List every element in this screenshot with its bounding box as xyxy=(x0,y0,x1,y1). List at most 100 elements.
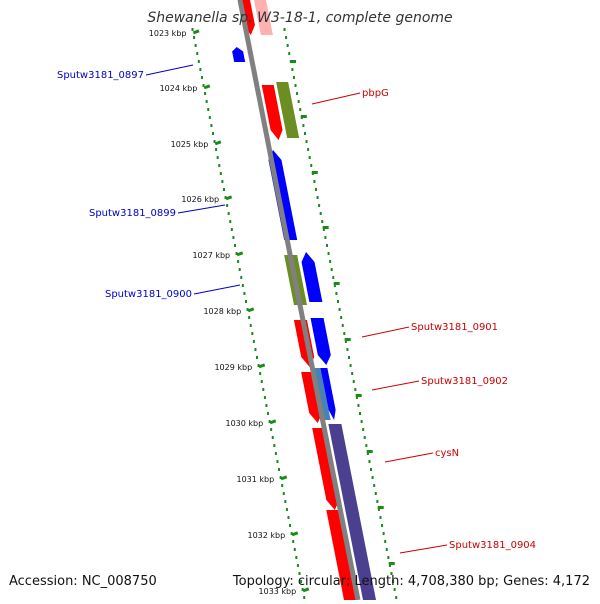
gene-label: Sputw3181_0904 xyxy=(449,540,536,551)
track-dot xyxy=(295,556,298,559)
scale-tick-mark xyxy=(377,506,384,509)
scale-tick-mark xyxy=(344,338,351,341)
track-dot xyxy=(359,412,362,415)
track-dot xyxy=(316,196,319,199)
track-dot xyxy=(271,436,274,439)
track-dot xyxy=(293,548,296,551)
gene-label: Sputw3181_0897 xyxy=(57,70,144,81)
track-dot xyxy=(366,452,369,455)
gene-arrow xyxy=(301,372,323,423)
scale-tick-mark xyxy=(355,394,362,397)
track-dot xyxy=(281,484,284,487)
gene-arrow xyxy=(276,82,300,138)
scale-tick-mark xyxy=(236,251,244,257)
track-dot xyxy=(368,460,371,463)
track-dot xyxy=(351,372,354,375)
scale-tick-label: 1026 kbp xyxy=(181,195,219,204)
track-dot xyxy=(265,404,268,407)
track-dot xyxy=(232,236,235,239)
track-dot xyxy=(267,412,270,415)
track-dot xyxy=(327,252,330,255)
track-dot xyxy=(274,452,277,455)
track-dot xyxy=(240,276,243,279)
track-dot xyxy=(305,140,308,143)
track-dot xyxy=(213,140,216,143)
label-leader-line xyxy=(145,64,194,76)
track-dot xyxy=(371,476,374,479)
track-dot xyxy=(207,108,210,111)
scale-ticks: 1023 kbp 1024 kbp 1025 kbp 1026 kbp 1027 kbp… xyxy=(149,29,395,596)
track-dot xyxy=(202,84,205,87)
track-dot xyxy=(385,548,388,551)
track-dot xyxy=(333,284,336,287)
scale-tick-mark xyxy=(247,307,255,313)
track-dot xyxy=(294,84,297,87)
gene-features xyxy=(232,0,376,600)
scale-tick-label: 1031 kbp xyxy=(237,475,275,484)
track-dot xyxy=(222,188,225,191)
track-dot xyxy=(298,572,301,575)
track-dot xyxy=(263,396,266,399)
scale-tick-mark xyxy=(300,115,307,118)
scale-tick-mark xyxy=(192,29,200,35)
accession-text: Accession: NC_008750 xyxy=(9,574,157,589)
scale-tick-mark xyxy=(302,587,310,593)
track-dot xyxy=(245,300,247,303)
gene-arrow xyxy=(326,510,357,600)
track-dot xyxy=(270,428,273,431)
gene-arrow xyxy=(320,368,336,420)
track-dot xyxy=(243,292,246,295)
track-dot xyxy=(226,204,229,207)
track-dot xyxy=(314,188,317,191)
track-dot xyxy=(283,28,286,31)
scale-tick-mark xyxy=(280,475,288,481)
track-dot xyxy=(325,244,328,247)
scale-tick-mark xyxy=(333,282,340,285)
track-dot xyxy=(355,396,358,399)
gene-arrow xyxy=(310,318,331,365)
track-dot xyxy=(238,268,241,271)
scale-tick-mark xyxy=(322,226,329,229)
scale-tick-mark xyxy=(203,84,211,90)
track-dot xyxy=(329,260,332,263)
track-dot xyxy=(381,524,384,527)
track-dot xyxy=(291,68,294,71)
minus-strand-track-dots xyxy=(191,28,306,599)
gene-label: cysN xyxy=(435,448,459,459)
track-dot xyxy=(289,524,292,527)
scale-tick-mark xyxy=(366,450,373,453)
track-dot xyxy=(193,36,196,39)
track-dot xyxy=(310,164,313,167)
track-dot xyxy=(205,100,208,103)
track-dot xyxy=(191,28,194,31)
track-dot xyxy=(324,236,327,239)
scale-tick-mark xyxy=(269,419,277,425)
track-dot xyxy=(330,268,333,271)
track-dot xyxy=(337,300,339,303)
track-dot xyxy=(379,516,382,519)
track-dot xyxy=(382,532,385,535)
track-dot xyxy=(211,132,214,135)
track-dot xyxy=(199,68,202,71)
track-dot xyxy=(387,556,390,559)
gene-arrow xyxy=(254,0,273,35)
track-dot xyxy=(296,564,299,567)
track-dot xyxy=(233,244,236,247)
track-dot xyxy=(318,204,321,207)
track-dot xyxy=(335,292,338,295)
track-dot xyxy=(196,52,199,55)
track-dot xyxy=(354,388,357,391)
track-dot xyxy=(254,348,257,351)
track-dot xyxy=(302,124,305,127)
label-leader-line xyxy=(311,92,361,105)
track-dot xyxy=(390,572,393,575)
scale-tick-label: 1033 kbp xyxy=(259,587,297,596)
scale-tick-mark xyxy=(311,171,318,174)
scale-tick-label: 1025 kbp xyxy=(171,140,209,149)
track-dot xyxy=(341,324,344,327)
track-dot xyxy=(297,100,300,103)
track-dot xyxy=(285,36,288,39)
track-dot xyxy=(210,124,213,127)
